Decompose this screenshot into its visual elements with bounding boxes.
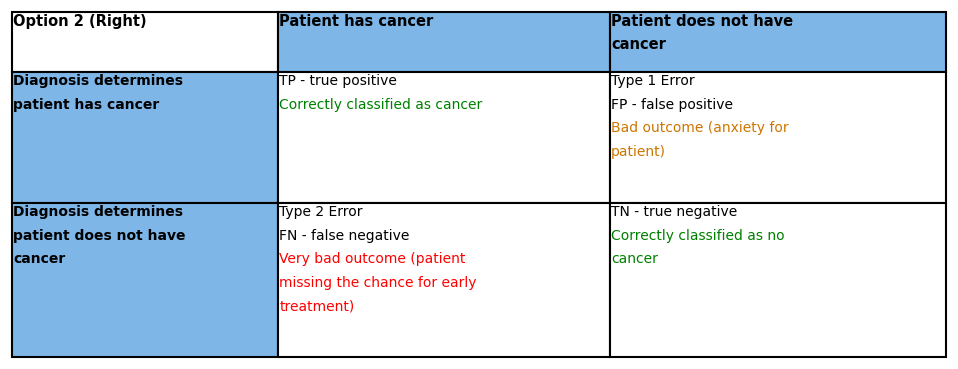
Bar: [609, 203, 946, 357]
Text: Type 1 Error: Type 1 Error: [611, 74, 695, 88]
Bar: [12, 72, 278, 203]
Text: cancer: cancer: [611, 37, 666, 52]
Bar: [278, 203, 609, 357]
Text: Bad outcome (anxiety for: Bad outcome (anxiety for: [611, 121, 788, 135]
Text: patient): patient): [611, 145, 666, 159]
Text: FN - false negative: FN - false negative: [280, 229, 410, 243]
Text: TP - true positive: TP - true positive: [280, 74, 398, 88]
Bar: [609, 72, 946, 203]
Text: Diagnosis determines: Diagnosis determines: [13, 74, 183, 88]
Text: patient has cancer: patient has cancer: [13, 98, 160, 112]
Text: patient does not have: patient does not have: [13, 229, 186, 243]
Text: FP - false positive: FP - false positive: [611, 98, 733, 112]
Bar: [278, 72, 609, 203]
Text: Very bad outcome (patient: Very bad outcome (patient: [280, 252, 466, 266]
Text: Correctly classified as no: Correctly classified as no: [611, 229, 785, 243]
Text: Correctly classified as cancer: Correctly classified as cancer: [280, 98, 483, 112]
Text: Patient has cancer: Patient has cancer: [280, 14, 434, 29]
Text: cancer: cancer: [611, 252, 658, 266]
Bar: [12, 12, 278, 72]
Text: treatment): treatment): [280, 299, 354, 313]
Bar: [609, 12, 946, 72]
Text: Type 2 Error: Type 2 Error: [280, 205, 363, 219]
Text: Patient does not have: Patient does not have: [611, 14, 793, 29]
Bar: [278, 12, 609, 72]
Text: Option 2 (Right): Option 2 (Right): [13, 14, 147, 29]
Text: Diagnosis determines: Diagnosis determines: [13, 205, 183, 219]
Bar: [12, 203, 278, 357]
Text: cancer: cancer: [13, 252, 65, 266]
Text: missing the chance for early: missing the chance for early: [280, 276, 477, 290]
Text: TN - true negative: TN - true negative: [611, 205, 738, 219]
